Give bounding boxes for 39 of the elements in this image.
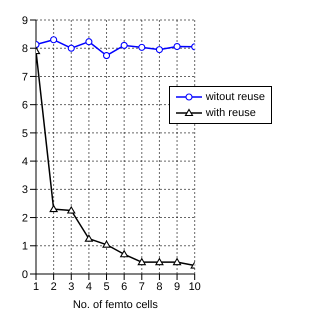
point — [102, 240, 111, 248]
x-tick-label: 3 — [68, 280, 74, 293]
point — [173, 258, 182, 266]
point — [138, 258, 146, 266]
x-tick-label: 1 — [32, 280, 40, 293]
y-tick-label: 5 — [22, 128, 28, 140]
y-tick-label: 2 — [22, 212, 28, 224]
point — [50, 36, 58, 44]
x-tick-label: 10 — [188, 280, 201, 293]
point — [174, 42, 181, 50]
y-tick-label: 7 — [22, 71, 28, 84]
point — [50, 205, 58, 212]
point — [120, 42, 128, 49]
point — [102, 52, 110, 60]
point — [138, 44, 146, 51]
y-tick-label: 1 — [22, 240, 28, 253]
x-tick-label: 5 — [103, 280, 110, 293]
point — [85, 38, 92, 46]
x-tick-label: 2 — [50, 280, 57, 293]
y-tick-label: 9 — [22, 14, 28, 27]
x-tick-label: 7 — [138, 280, 145, 293]
y-tick-label: 4 — [22, 156, 28, 168]
point — [120, 250, 128, 258]
x-tick-label: 6 — [121, 280, 128, 293]
y-tick-label: 3 — [22, 184, 28, 196]
point — [67, 206, 76, 214]
legend-label: with reuse — [206, 106, 256, 121]
point — [68, 44, 75, 52]
legend-label: witout reuse — [206, 90, 265, 105]
point — [156, 46, 163, 54]
point — [84, 234, 93, 242]
x-axis-title: No. of femto cells — [72, 299, 158, 311]
point — [155, 258, 164, 266]
y-tick-label: 0 — [22, 268, 28, 281]
x-tick-label: 9 — [174, 280, 180, 293]
y-tick-label: 6 — [22, 100, 28, 112]
x-tick-label: 8 — [156, 280, 162, 293]
y-tick-label: 8 — [22, 43, 28, 56]
x-tick-label: 4 — [86, 280, 92, 293]
